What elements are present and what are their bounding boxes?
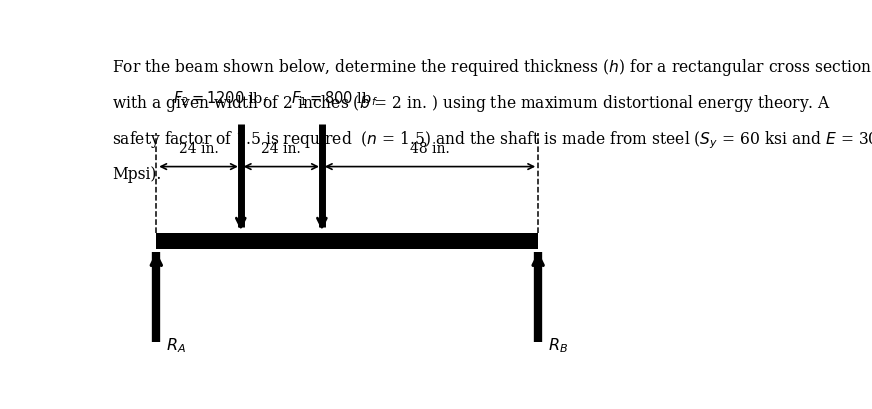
Bar (156, 233, 538, 249)
Text: For the beam shown below, determine the required thickness ($h$) for a rectangul: For the beam shown below, determine the … (112, 57, 872, 78)
Text: with a given width of 2 inches ($b$ = 2 in. ) using the maximum distortional ene: with a given width of 2 inches ($b$ = 2 … (112, 93, 832, 114)
Text: Mpsi).: Mpsi). (112, 166, 161, 182)
Text: safety factor of 1.5 is required  ($n$ = 1.5) and the shaft is made from steel (: safety factor of 1.5 is required ($n$ = … (112, 129, 872, 151)
Text: 24 in.: 24 in. (262, 141, 301, 155)
Text: 24 in.: 24 in. (179, 141, 218, 155)
Text: $R_B$: $R_B$ (548, 336, 569, 354)
Text: $F_2 = 1200$ lb$_f$: $F_2 = 1200$ lb$_f$ (174, 89, 269, 107)
Text: 48 in.: 48 in. (410, 141, 450, 155)
Text: $F_1 = 800$ lb$_f$: $F_1 = 800$ lb$_f$ (291, 89, 378, 107)
Text: $R_A$: $R_A$ (167, 336, 187, 354)
